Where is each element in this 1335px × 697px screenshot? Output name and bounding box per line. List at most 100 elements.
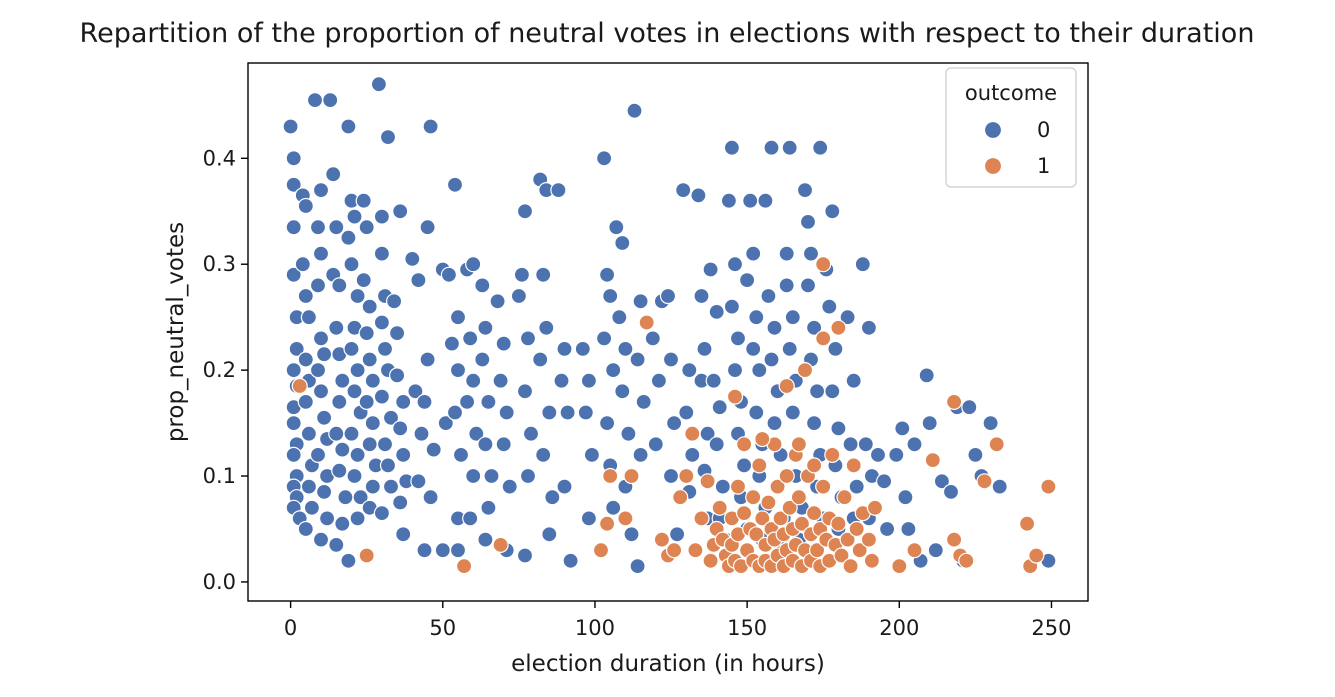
data-point-outcome-0 (346, 208, 363, 225)
data-point-outcome-0 (349, 287, 366, 305)
data-point-outcome-0 (392, 420, 409, 437)
data-point-outcome-0 (967, 446, 984, 463)
data-point-outcome-0 (845, 372, 862, 389)
x-tick-label: 100 (575, 616, 615, 640)
data-point-outcome-0 (474, 277, 491, 294)
data-point-outcome-1 (492, 536, 509, 554)
data-point-outcome-1 (602, 467, 619, 485)
data-point-outcome-1 (793, 515, 811, 532)
data-point-outcome-0 (535, 266, 552, 283)
data-point-outcome-1 (745, 489, 762, 506)
data-point-outcome-1 (808, 542, 826, 559)
data-point-outcome-0 (422, 118, 439, 135)
data-point-outcome-0 (535, 446, 552, 463)
data-point-outcome-0 (583, 446, 601, 463)
data-point-outcome-0 (647, 436, 664, 453)
data-point-outcome-0 (900, 520, 917, 538)
data-point-outcome-1 (833, 547, 850, 564)
data-point-outcome-0 (778, 277, 795, 294)
data-point-outcome-1 (790, 489, 808, 506)
data-point-outcome-0 (465, 256, 482, 273)
data-point-outcome-0 (802, 245, 820, 262)
data-point-outcome-0 (361, 436, 378, 453)
data-point-outcome-0 (748, 404, 765, 421)
data-point-outcome-0 (577, 404, 594, 421)
data-point-outcome-1 (863, 552, 881, 569)
data-point-outcome-0 (662, 351, 680, 368)
plot-frame (247, 62, 1089, 602)
data-point-outcome-0 (373, 208, 390, 225)
data-point-outcome-0 (355, 192, 372, 209)
data-point-outcome-0 (285, 176, 302, 193)
x-tick-label: 200 (879, 616, 919, 640)
data-point-outcome-1 (824, 446, 841, 463)
data-point-outcome-0 (635, 393, 652, 410)
data-point-outcome-0 (714, 478, 731, 495)
data-point-outcome-0 (708, 436, 725, 453)
data-point-outcome-0 (297, 287, 314, 305)
data-point-outcome-0 (282, 118, 299, 135)
data-point-outcome-0 (364, 372, 381, 389)
data-point-outcome-0 (416, 393, 433, 410)
data-point-outcome-0 (480, 393, 497, 410)
data-point-outcome-0 (410, 272, 427, 289)
data-point-outcome-0 (991, 478, 1008, 495)
data-point-outcome-1 (617, 510, 634, 527)
data-point-outcome-0 (608, 219, 625, 236)
y-tick-label: 0.2 (203, 358, 236, 382)
data-point-outcome-0 (678, 404, 695, 421)
legend-label-outcome-1: 1 (1037, 154, 1050, 178)
data-point-outcome-0 (312, 182, 330, 199)
data-point-outcome-1 (906, 542, 923, 559)
data-point-outcome-1 (796, 362, 814, 379)
legend-title: outcome (965, 81, 1057, 105)
data-point-outcome-1 (815, 330, 832, 347)
data-point-outcome-1 (699, 473, 716, 490)
data-point-outcome-0 (562, 552, 579, 569)
data-point-outcome-0 (379, 129, 397, 146)
data-point-outcome-0 (452, 446, 470, 463)
data-point-outcome-0 (410, 473, 427, 490)
data-point-outcome-0 (711, 399, 728, 416)
data-point-outcome-1 (751, 457, 768, 474)
data-point-outcome-0 (285, 266, 302, 283)
data-point-outcome-0 (319, 510, 336, 527)
data-point-outcome-0 (611, 309, 628, 326)
data-point-outcome-0 (580, 372, 598, 389)
data-point-outcome-1 (988, 436, 1005, 453)
data-point-outcome-1 (778, 467, 795, 485)
data-point-outcome-0 (331, 393, 348, 410)
data-point-outcome-0 (510, 287, 528, 305)
data-point-outcome-0 (422, 489, 439, 506)
data-point-outcome-0 (665, 415, 683, 432)
data-point-outcome-1 (592, 542, 610, 559)
y-tick-label: 0.0 (203, 570, 236, 594)
data-point-outcome-0 (437, 415, 454, 432)
data-point-outcome-0 (340, 229, 357, 246)
data-point-outcome-0 (659, 287, 677, 305)
data-point-outcome-0 (285, 362, 302, 379)
data-point-outcome-0 (632, 293, 649, 310)
data-point-outcome-0 (781, 139, 798, 156)
data-point-outcome-0 (395, 446, 412, 463)
data-point-outcome-0 (726, 256, 744, 273)
data-point-outcome-0 (395, 526, 412, 543)
data-point-outcome-0 (626, 102, 643, 119)
data-point-outcome-0 (848, 478, 865, 495)
data-point-outcome-1 (358, 547, 375, 564)
y-tick-label: 0.4 (203, 146, 236, 170)
data-point-outcome-0 (778, 245, 795, 262)
data-point-outcome-0 (328, 536, 345, 554)
data-point-outcome-0 (328, 425, 345, 442)
data-point-outcome-0 (483, 467, 500, 485)
data-point-outcome-1 (836, 489, 853, 506)
data-point-outcome-0 (477, 436, 494, 453)
data-point-outcome-1 (693, 510, 710, 527)
data-point-outcome-0 (805, 319, 823, 336)
data-point-outcome-0 (449, 542, 467, 559)
data-point-outcome-0 (382, 409, 400, 426)
data-point-outcome-0 (309, 362, 327, 379)
data-point-outcome-1 (781, 499, 798, 516)
data-point-outcome-0 (781, 340, 798, 357)
data-point-outcome-0 (921, 415, 938, 432)
